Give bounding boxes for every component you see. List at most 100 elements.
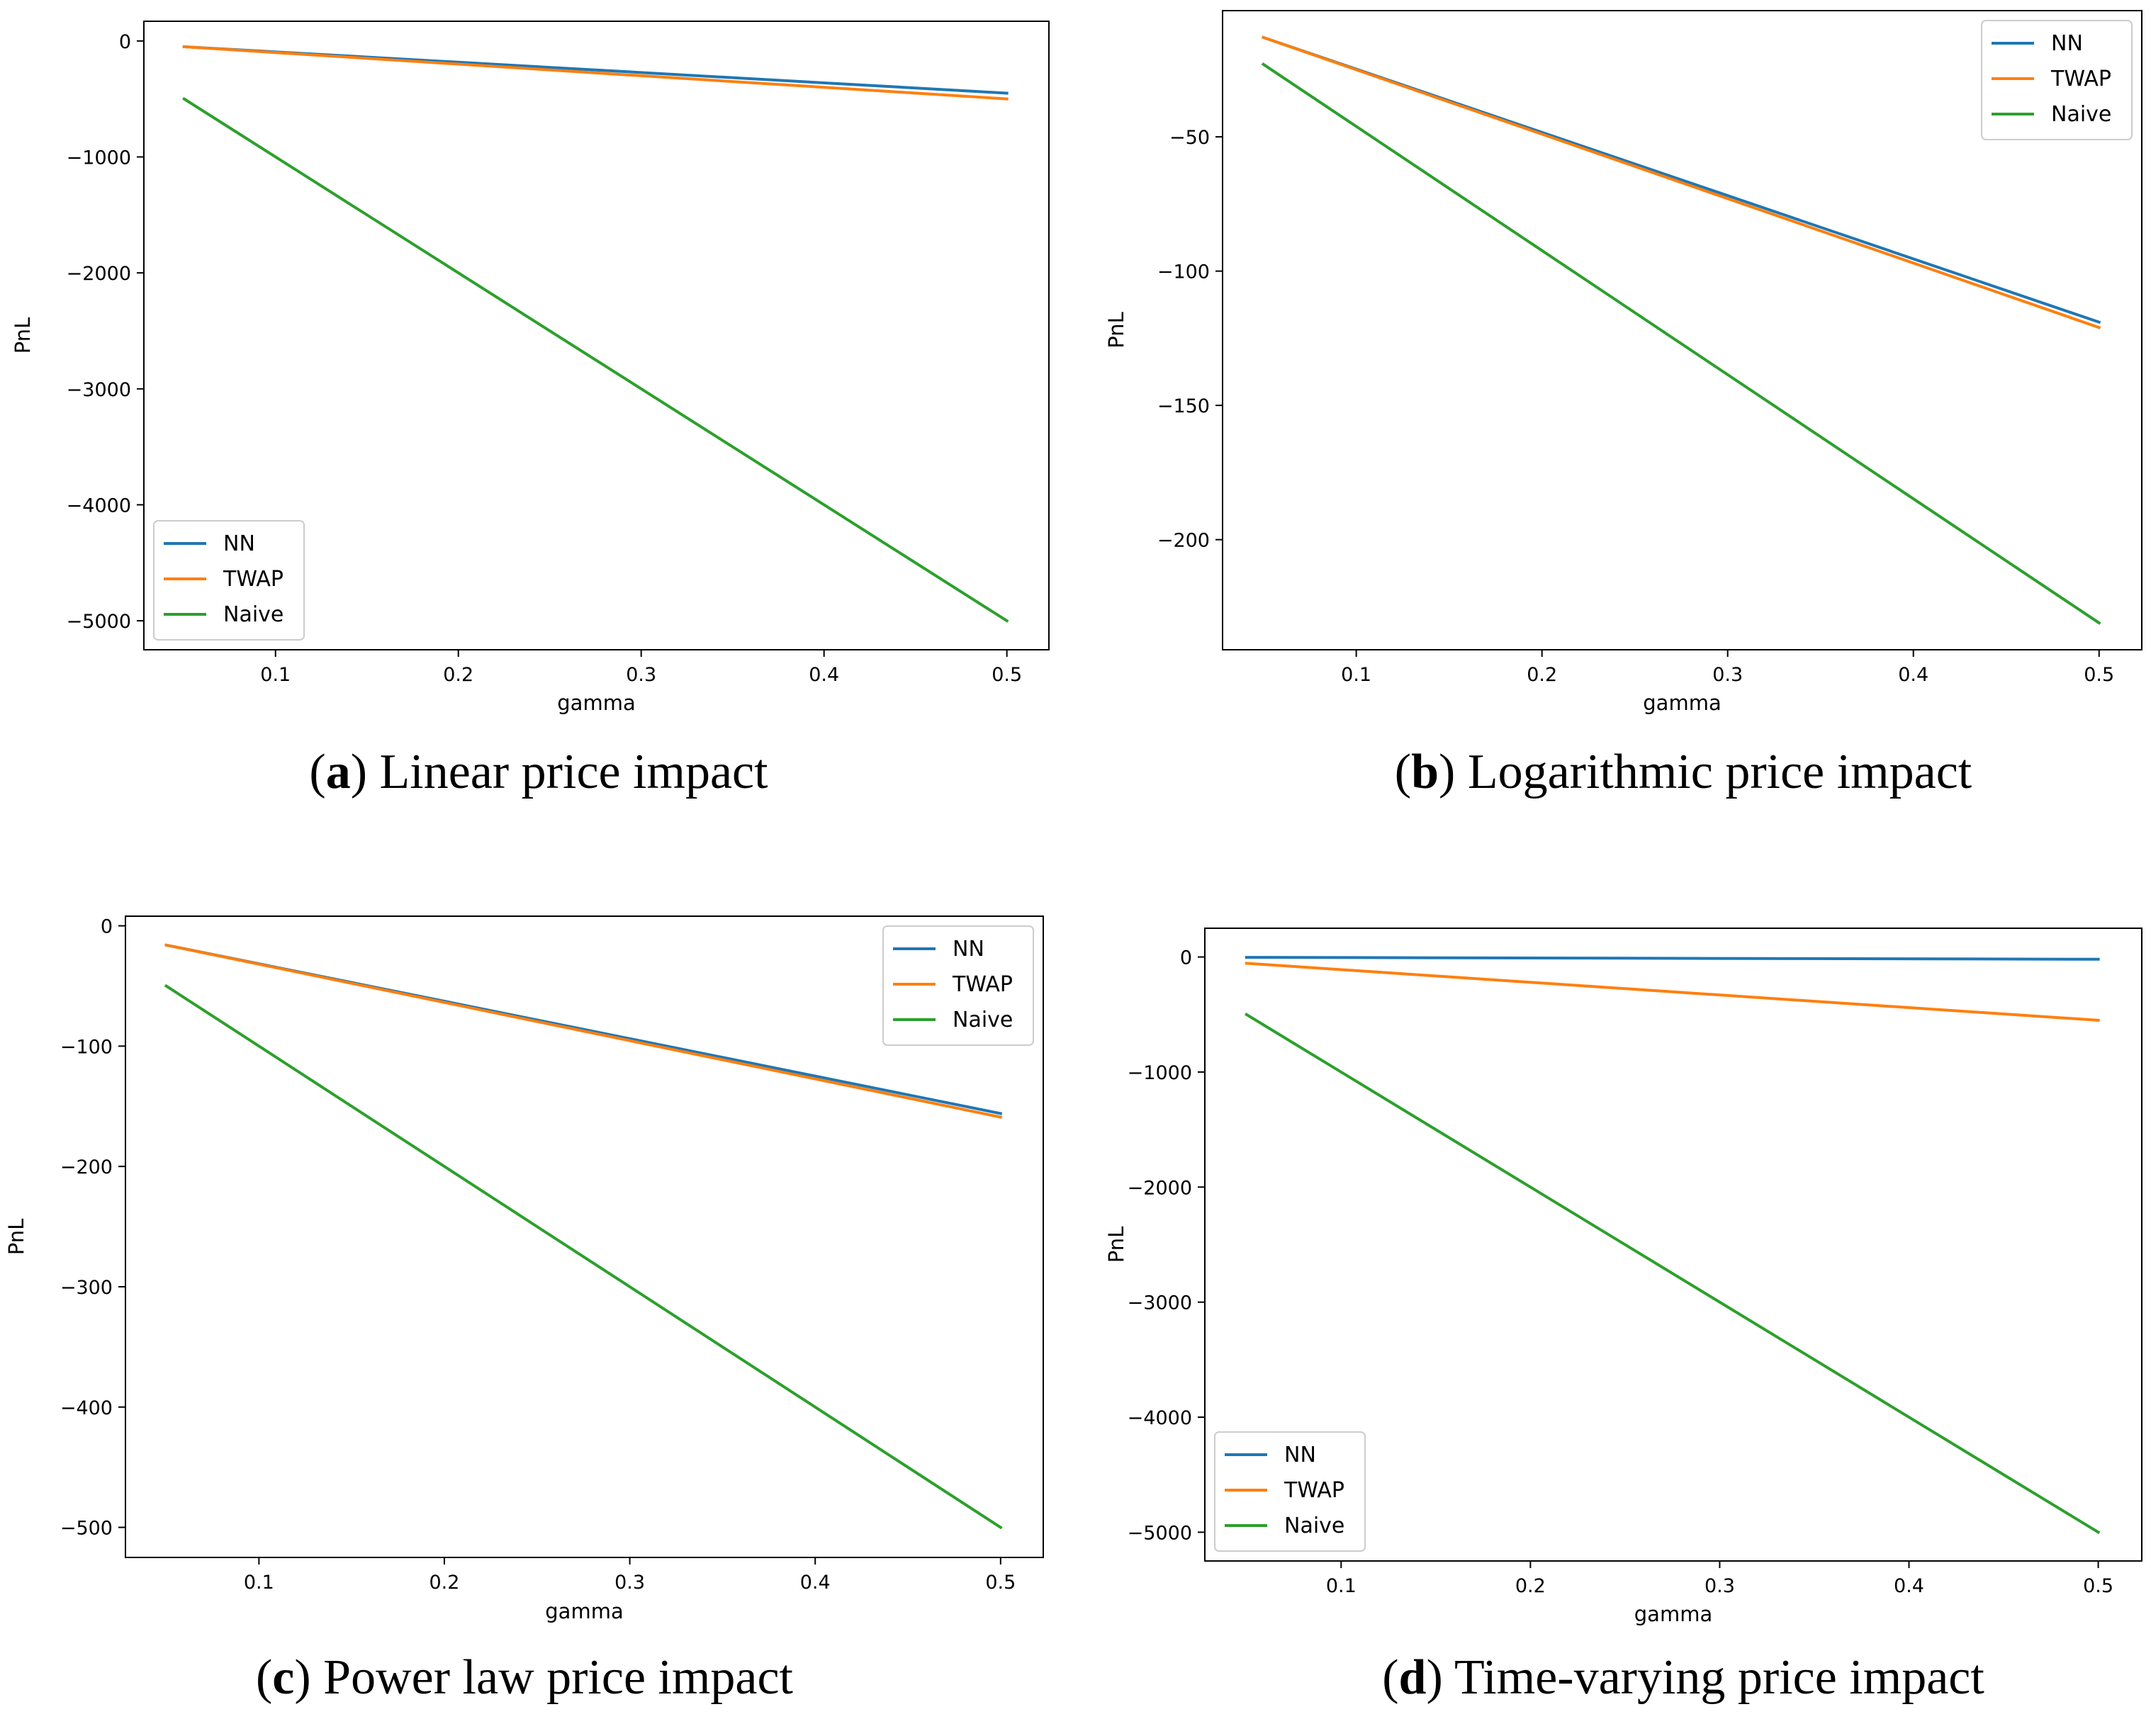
x-tick-label: 0.5 [2083, 1575, 2113, 1597]
x-tick-label: 0.4 [1894, 1575, 1924, 1597]
y-tick-label: −1000 [1128, 1062, 1192, 1084]
y-tick-label: −4000 [67, 495, 131, 517]
y-tick-label: 0 [119, 31, 131, 53]
legend-label-nn: NN [2051, 31, 2083, 56]
x-tick-label: 0.3 [1704, 1575, 1735, 1597]
y-tick-label: −3000 [67, 379, 131, 401]
y-tick-label: −100 [60, 1036, 113, 1058]
caption: (d) Time-varying price impact [1382, 1650, 1984, 1705]
caption-letter: d [1399, 1650, 1427, 1705]
legend-box [882, 925, 1034, 1046]
y-tick-label: −100 [1157, 261, 1210, 283]
caption-text: ) Logarithmic price impact [1439, 745, 1972, 799]
legend-label-nn: NN [1284, 1443, 1316, 1467]
panel-d: 0.1 0.2 0.3 0.4 0.5 0 −1000 −2000 −3000 −4000 −500… [1104, 928, 2142, 1705]
plot-frame [1222, 10, 2142, 650]
series-line-naive [164, 983, 1003, 1530]
x-tick-label: 0.2 [429, 1572, 460, 1594]
legend-box [1214, 1431, 1366, 1552]
caption: (c) Power law price impact [256, 1650, 794, 1705]
y-tick-label: −5000 [67, 611, 131, 633]
y-tick-label: −200 [1157, 530, 1210, 552]
legend-label-twap: TWAP [1284, 1478, 1344, 1503]
caption-text: ) Power law price impact [294, 1650, 793, 1705]
series-line-twap [182, 45, 1009, 101]
series-line-naive [1245, 1013, 2101, 1535]
y-tick-label: −300 [60, 1277, 113, 1299]
x-tick-label: 0.5 [985, 1572, 1016, 1594]
caption-text: ) Linear price impact [351, 745, 768, 799]
x-tick-label: 0.1 [260, 664, 291, 686]
plot-frame [125, 915, 1044, 1558]
legend-label-naive: Naive [223, 602, 283, 627]
y-tick-label: 0 [1180, 947, 1192, 969]
legend-label-naive: Naive [953, 1008, 1013, 1032]
x-tick-label: 0.3 [614, 1572, 645, 1594]
x-tick-label: 0.2 [1515, 1575, 1546, 1597]
y-tick-label: −3000 [1128, 1292, 1192, 1314]
series-line-twap [1245, 962, 2100, 1022]
x-tick-label: 0.1 [1326, 1575, 1357, 1597]
panel-a: 0.1 0.2 0.3 0.4 0.5 0 −1000 −2000 −3000 −4000 −500… [11, 21, 1050, 799]
caption-text: ) Time-varying price impact [1426, 1650, 1984, 1705]
y-tick-label: −5000 [1128, 1522, 1192, 1544]
x-tick-label: 0.4 [800, 1572, 831, 1594]
y-axis-label: PnL [1104, 1227, 1128, 1263]
legend-label-twap: TWAP [952, 972, 1013, 997]
legend-label-twap: TWAP [223, 567, 283, 592]
caption-paren: ( [1395, 745, 1411, 799]
y-axis-label: PnL [1104, 312, 1128, 349]
series-line-naive [1261, 62, 2101, 625]
y-tick-label: −200 [60, 1156, 113, 1178]
y-tick-label: 0 [101, 916, 113, 938]
legend-label-twap: TWAP [2050, 67, 2111, 91]
y-tick-label: −150 [1157, 395, 1210, 417]
x-tick-label: 0.3 [1712, 664, 1743, 686]
caption: (a) Linear price impact [309, 745, 768, 799]
legend-label-naive: Naive [1284, 1514, 1344, 1538]
x-tick-label: 0.1 [1341, 664, 1371, 686]
panel-c: 0.1 0.2 0.3 0.4 0.5 0 −100 −200 −300 −400 −500 gamm… [4, 915, 1044, 1705]
caption-letter: b [1411, 745, 1439, 799]
series-line-twap [1262, 35, 2101, 329]
x-tick-label: 0.4 [809, 664, 839, 686]
x-tick-label: 0.5 [992, 664, 1022, 686]
legend: NN TWAP Naive [1981, 20, 2133, 140]
legend-label-nn: NN [953, 937, 984, 962]
x-tick-label: 0.3 [626, 664, 656, 686]
x-tick-label: 0.2 [443, 664, 473, 686]
legend-box [153, 520, 305, 641]
caption-letter: c [272, 1650, 294, 1705]
plot-frame [143, 21, 1050, 650]
y-tick-label: −4000 [1128, 1407, 1192, 1429]
y-tick-label: −50 [1169, 127, 1210, 149]
series-line-twap [164, 943, 1003, 1119]
x-axis-label: gamma [545, 1599, 623, 1623]
caption-paren: ( [256, 1650, 272, 1705]
caption-letter: a [326, 745, 351, 799]
y-tick-label: −1000 [67, 147, 131, 169]
series-line-nn [1245, 956, 2100, 961]
x-tick-label: 0.5 [2084, 664, 2114, 686]
x-tick-label: 0.4 [1898, 664, 1928, 686]
panel-b: 0.1 0.2 0.3 0.4 0.5 −50 −100 −150 −200 gamma PnL NN… [1104, 10, 2142, 799]
x-axis-label: gamma [1634, 1602, 1712, 1626]
y-tick-label: −400 [60, 1397, 113, 1419]
legend-label-naive: Naive [2051, 102, 2111, 127]
series-line-naive [182, 96, 1009, 623]
caption: (b) Logarithmic price impact [1395, 745, 1972, 799]
y-tick-label: −500 [60, 1518, 113, 1540]
legend-box [1981, 20, 2133, 140]
y-axis-label: PnL [11, 317, 35, 354]
plot-frame [1204, 928, 2142, 1562]
caption-paren: ( [309, 745, 325, 799]
x-tick-label: 0.2 [1527, 664, 1557, 686]
legend-label-nn: NN [223, 531, 255, 556]
y-axis-label: PnL [4, 1219, 28, 1256]
caption-paren: ( [1382, 1650, 1398, 1705]
y-tick-label: −2000 [1128, 1177, 1192, 1199]
x-axis-label: gamma [557, 691, 635, 715]
legend: NN TWAP Naive [1214, 1431, 1366, 1552]
legend: NN TWAP Naive [153, 520, 305, 641]
